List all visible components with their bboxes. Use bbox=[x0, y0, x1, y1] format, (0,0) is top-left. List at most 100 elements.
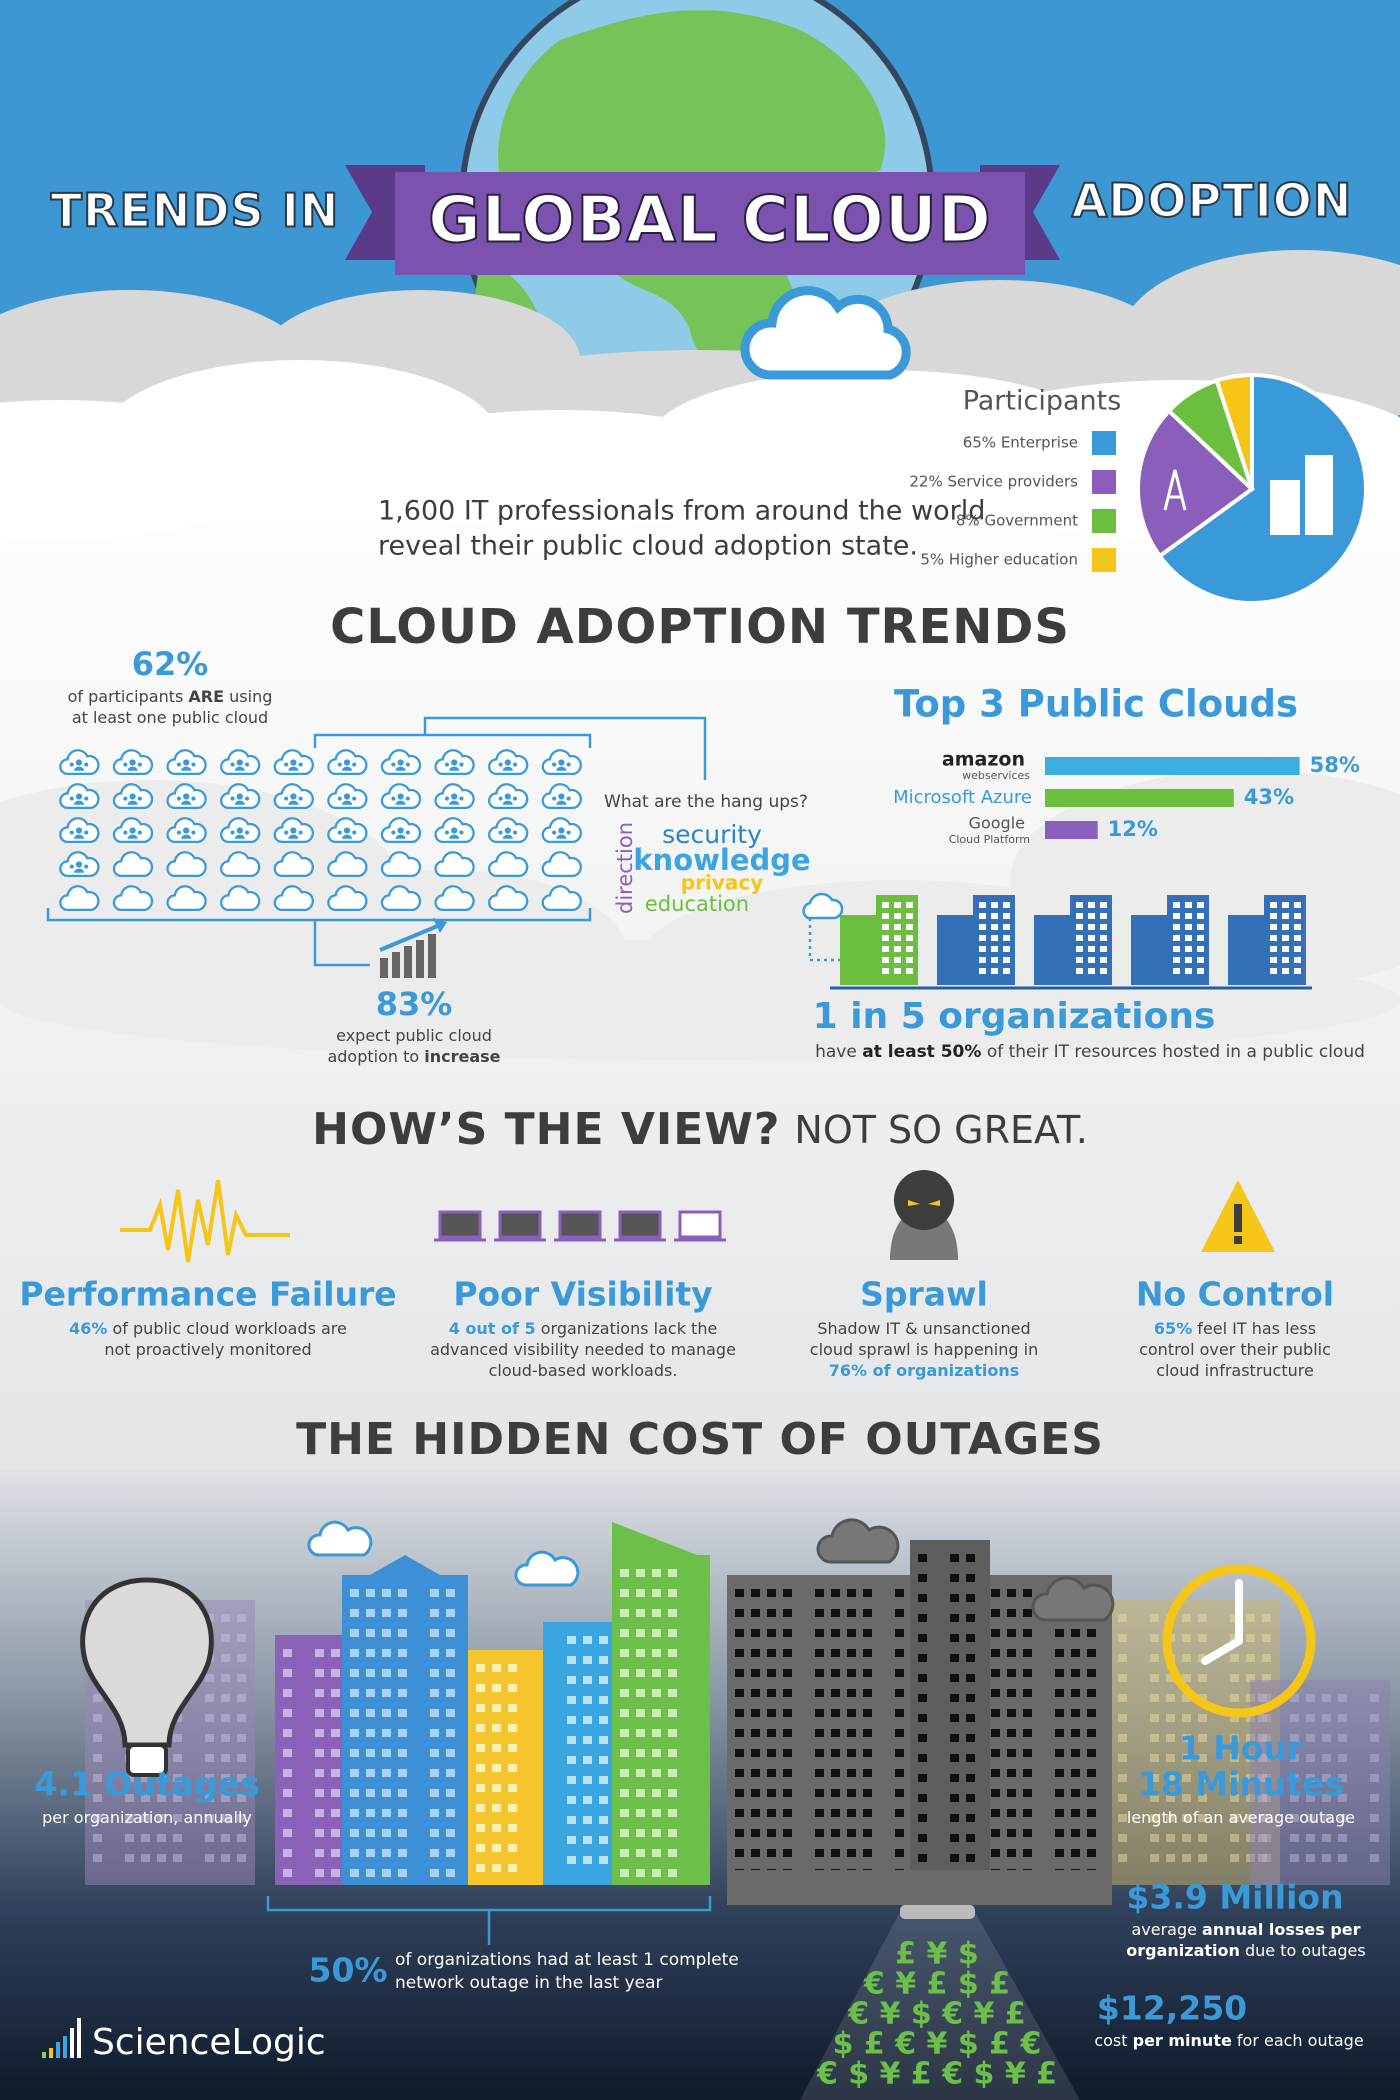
window bbox=[1118, 1694, 1127, 1702]
window bbox=[430, 1649, 439, 1657]
window bbox=[1182, 1734, 1191, 1742]
building bbox=[1034, 915, 1070, 985]
window bbox=[492, 1804, 501, 1812]
window bbox=[620, 1789, 629, 1797]
window bbox=[508, 1664, 517, 1672]
window bbox=[1197, 946, 1204, 952]
window bbox=[1230, 1854, 1239, 1862]
window bbox=[1198, 1714, 1207, 1722]
view-title: HOW’S THE VIEW? NOT SO GREAT. bbox=[312, 1104, 1088, 1155]
window bbox=[599, 1836, 608, 1844]
window bbox=[783, 1649, 792, 1657]
window bbox=[636, 1629, 645, 1637]
window bbox=[430, 1629, 439, 1637]
text-span-bold: ARE bbox=[188, 687, 224, 706]
brackets bbox=[46, 716, 840, 967]
intro-line: reveal their public cloud adoption state… bbox=[378, 531, 918, 562]
window bbox=[366, 1689, 375, 1697]
window bbox=[847, 1629, 856, 1637]
text-span: using bbox=[224, 687, 272, 706]
window bbox=[979, 935, 986, 941]
window bbox=[1023, 1709, 1032, 1717]
window bbox=[430, 1749, 439, 1757]
window bbox=[283, 1709, 292, 1717]
light-beam bbox=[800, 1912, 1080, 2100]
window bbox=[1150, 1834, 1159, 1842]
window bbox=[966, 1674, 975, 1682]
window bbox=[1294, 946, 1301, 952]
window bbox=[492, 1664, 501, 1672]
window bbox=[350, 1669, 359, 1677]
window bbox=[1270, 968, 1277, 974]
legend-swatch bbox=[1092, 431, 1116, 455]
window bbox=[476, 1784, 485, 1792]
window bbox=[205, 1734, 214, 1742]
window bbox=[918, 1814, 927, 1822]
window bbox=[382, 1709, 391, 1717]
window bbox=[783, 1849, 792, 1857]
window bbox=[1088, 913, 1095, 919]
window bbox=[1182, 1614, 1191, 1622]
window bbox=[157, 1794, 166, 1802]
window bbox=[966, 1734, 975, 1742]
window bbox=[1182, 1694, 1191, 1702]
window bbox=[1370, 1734, 1379, 1742]
window bbox=[636, 1789, 645, 1797]
window bbox=[476, 1744, 485, 1752]
cloud-sub: webservices bbox=[962, 769, 1030, 782]
window bbox=[1230, 1714, 1239, 1722]
window bbox=[1003, 913, 1010, 919]
window bbox=[1230, 1654, 1239, 1662]
window bbox=[1198, 1754, 1207, 1762]
window bbox=[1338, 1814, 1347, 1822]
window bbox=[1100, 902, 1107, 908]
window bbox=[783, 1589, 792, 1597]
window bbox=[882, 902, 889, 908]
laptops-icon bbox=[434, 1210, 726, 1242]
window bbox=[221, 1854, 230, 1862]
window bbox=[398, 1649, 407, 1657]
window bbox=[815, 1629, 824, 1637]
window bbox=[1197, 902, 1204, 908]
window bbox=[283, 1769, 292, 1777]
window bbox=[950, 1614, 959, 1622]
window bbox=[1370, 1814, 1379, 1822]
window bbox=[1182, 1794, 1191, 1802]
currency-row: $ £ € ¥ $ £ € bbox=[833, 2027, 1042, 2062]
legend-swatch bbox=[1092, 548, 1116, 572]
window bbox=[906, 924, 913, 930]
window bbox=[918, 1674, 927, 1682]
window bbox=[950, 1674, 959, 1682]
window bbox=[668, 1629, 677, 1637]
window bbox=[1071, 1769, 1080, 1777]
window bbox=[446, 1829, 455, 1837]
window bbox=[1294, 935, 1301, 941]
window bbox=[652, 1589, 661, 1597]
window bbox=[831, 1829, 840, 1837]
window bbox=[398, 1769, 407, 1777]
stat-headline: 50% bbox=[309, 1951, 388, 1990]
text-span-bold: 76% of organizations bbox=[829, 1361, 1020, 1380]
window bbox=[783, 1829, 792, 1837]
window bbox=[1230, 1754, 1239, 1762]
window bbox=[567, 1716, 576, 1724]
word: knowledge bbox=[633, 843, 810, 877]
window bbox=[221, 1754, 230, 1762]
window bbox=[1088, 935, 1095, 941]
window bbox=[831, 1749, 840, 1757]
window bbox=[1290, 1834, 1299, 1842]
window bbox=[1087, 1649, 1096, 1657]
window bbox=[283, 1829, 292, 1837]
window bbox=[430, 1849, 439, 1857]
window bbox=[1007, 1789, 1016, 1797]
window bbox=[1003, 946, 1010, 952]
window bbox=[1023, 1629, 1032, 1637]
title-right: ADOPTION bbox=[1072, 174, 1353, 228]
window bbox=[1173, 946, 1180, 952]
window bbox=[382, 1589, 391, 1597]
window bbox=[366, 1789, 375, 1797]
window bbox=[783, 1689, 792, 1697]
window bbox=[1270, 946, 1277, 952]
window bbox=[620, 1709, 629, 1717]
window bbox=[966, 1634, 975, 1642]
